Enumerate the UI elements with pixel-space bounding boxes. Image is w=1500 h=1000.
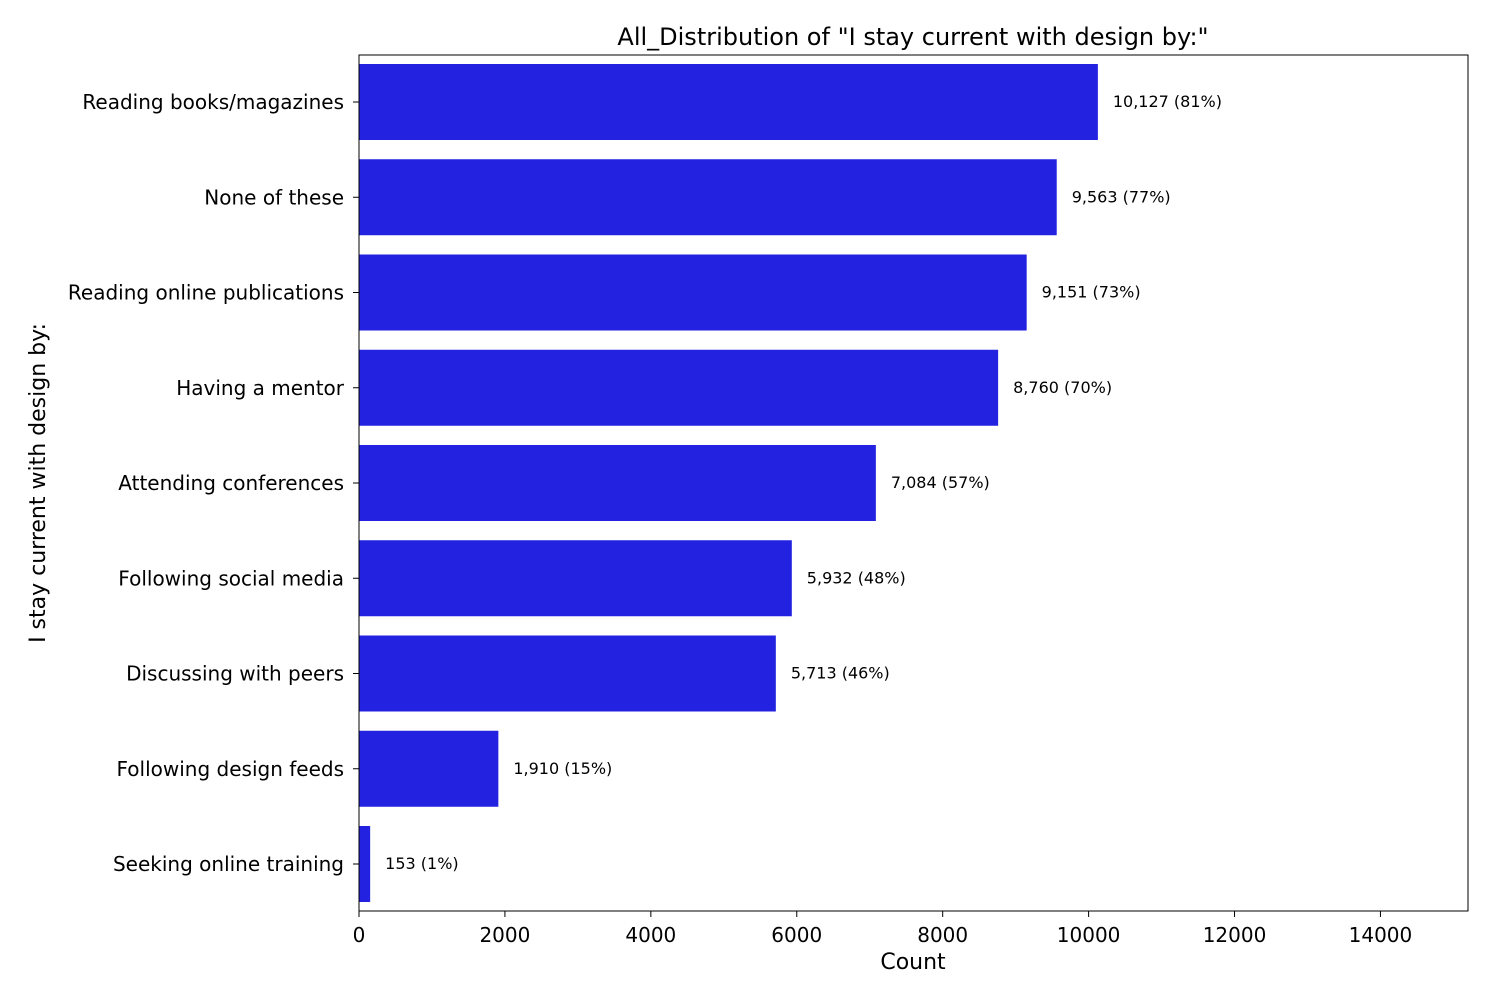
plot-frame	[358, 54, 1469, 912]
x-tick-label: 0	[353, 923, 366, 947]
bar	[359, 826, 371, 902]
x-tick-label: 6000	[771, 923, 822, 947]
bar-data-label: 8,760 (70%)	[1013, 378, 1112, 397]
chart-title: All_Distribution of "I stay current with…	[617, 23, 1208, 51]
bar-data-label: 1,910 (15%)	[513, 759, 612, 778]
bar-data-label: 153 (1%)	[385, 854, 459, 873]
bar	[359, 635, 776, 712]
bar-data-label: 5,932 (48%)	[807, 568, 906, 587]
x-axis-ticks: 0 2000 4000 6000 8000 10000 12000 14000	[353, 911, 1413, 947]
y-tick-label: None of these	[204, 185, 344, 209]
x-tick-label: 14000	[1349, 923, 1413, 947]
y-tick-label: Reading online publications	[68, 281, 344, 305]
y-tick-label: Following design feeds	[117, 757, 345, 781]
y-axis-label: I stay current with design by:	[26, 323, 51, 643]
y-tick-label: Attending conferences	[118, 471, 344, 495]
bar-data-label: 7,084 (57%)	[891, 473, 990, 492]
bar-labels-group: 10,127 (81%) 9,563 (77%) 9,151 (73%) 8,760 …	[385, 92, 1222, 873]
bar-data-label: 10,127 (81%)	[1113, 92, 1222, 111]
y-tick-label: Reading books/magazines	[82, 90, 344, 114]
x-tick-label: 2000	[479, 923, 530, 947]
bar	[359, 159, 1057, 236]
x-axis-label: Count	[880, 950, 946, 975]
bar-data-label: 9,563 (77%)	[1072, 187, 1171, 206]
bar-data-label: 9,151 (73%)	[1042, 283, 1141, 302]
bar	[359, 254, 1027, 331]
y-tick-label: Seeking online training	[113, 852, 344, 876]
bar	[359, 64, 1098, 140]
bar	[359, 540, 792, 617]
y-axis-ticks: Reading books/magazines None of these Read…	[68, 90, 359, 876]
bar	[359, 730, 499, 807]
y-tick-label: Following social media	[118, 566, 344, 590]
y-tick-label: Having a mentor	[176, 376, 345, 400]
y-tick-label: Discussing with peers	[126, 662, 344, 686]
x-tick-label: 8000	[917, 923, 968, 947]
x-tick-label: 12000	[1203, 923, 1267, 947]
bars-group	[359, 64, 1098, 902]
x-tick-label: 4000	[625, 923, 676, 947]
bar	[359, 349, 999, 426]
bar-data-label: 5,713 (46%)	[791, 664, 890, 683]
bar	[359, 445, 876, 521]
x-tick-label: 10000	[1057, 923, 1121, 947]
